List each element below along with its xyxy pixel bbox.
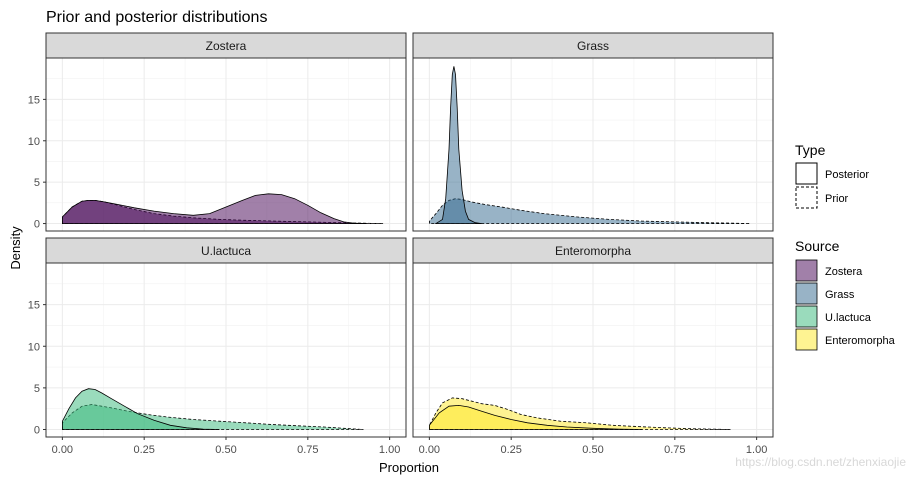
legend-title-type: Type	[795, 142, 826, 158]
facet-strip-label: Grass	[577, 39, 609, 53]
legend-key-grass	[795, 282, 818, 305]
posterior-density-area	[62, 193, 367, 224]
posterior-density-area	[62, 388, 220, 430]
legend-label-u-lactuca: U.lactuca	[825, 312, 872, 324]
legend-key-enteromorpha	[795, 328, 818, 351]
x-tick-label: 0.50	[215, 444, 236, 456]
x-tick-label: 0.00	[52, 444, 73, 456]
x-tick-label: 0.75	[297, 444, 318, 456]
facet-enteromorpha: Enteromorpha 0.00 0.25 0.50 0.75 1.00	[412, 237, 774, 456]
facet-grass: Grass	[412, 32, 774, 232]
legend-key-posterior	[795, 162, 818, 185]
watermark: https://blog.csdn.net/zhenxiaojie	[735, 455, 906, 469]
x-tick-label: 1.00	[746, 444, 767, 456]
y-tick-label: 10	[28, 341, 40, 353]
facet-strip	[412, 237, 774, 264]
legend-title-source: Source	[795, 238, 840, 254]
posterior-density-area	[434, 66, 482, 224]
legend-key-zostera	[795, 259, 818, 282]
posterior-density-area	[429, 404, 643, 430]
legend-label-grass: Grass	[825, 289, 855, 301]
x-tick-label: 0.00	[419, 444, 440, 456]
x-tick-label: 0.50	[582, 444, 603, 456]
facet-zostera: Zostera 0 5 10 15	[28, 32, 407, 232]
legend: Type Posterior Prior Source Zostera Grass U.la…	[795, 142, 896, 351]
legend-key-prior	[795, 186, 818, 209]
legend-label-zostera: Zostera	[825, 266, 863, 278]
x-tick-label: 1.00	[379, 444, 400, 456]
y-tick-label: 5	[34, 177, 40, 189]
y-tick-label: 0	[34, 219, 40, 231]
facet-strip-label: U.lactuca	[201, 244, 251, 258]
x-tick-label: 0.75	[664, 444, 685, 456]
panel-border	[45, 57, 407, 232]
facet-strip	[412, 32, 774, 59]
legend-label-enteromorpha: Enteromorpha	[825, 335, 896, 347]
chart-title: Prior and posterior distributions	[46, 9, 267, 26]
x-tick-label: 0.25	[133, 444, 154, 456]
facet-strip-label: Zostera	[206, 39, 247, 53]
y-tick-label: 15	[28, 300, 40, 312]
legend-label-posterior: Posterior	[825, 169, 869, 181]
prior-density-area	[429, 198, 751, 224]
facet-strip-label: Enteromorpha	[555, 244, 631, 258]
facet-strip	[45, 32, 407, 59]
facet-panels: Zostera 0 5 10 15 Grass U.lactuca 0 5 10 15 0.00 0.2…	[28, 32, 774, 456]
y-tick-label: 15	[28, 94, 40, 106]
y-tick-label: 0	[34, 425, 40, 437]
legend-label-prior: Prior	[825, 193, 849, 205]
y-tick-label: 10	[28, 136, 40, 148]
facet-u-lactuca: U.lactuca 0 5 10 15 0.00 0.25 0.50 0.75 1.00	[28, 237, 407, 456]
y-tick-label: 5	[34, 383, 40, 395]
y-axis-title: Density	[8, 226, 23, 270]
legend-key-u-lactuca	[795, 305, 818, 328]
x-tick-label: 0.25	[500, 444, 521, 456]
panel-border	[412, 57, 774, 232]
x-axis-title: Proportion	[379, 460, 439, 475]
facet-strip	[45, 237, 407, 264]
